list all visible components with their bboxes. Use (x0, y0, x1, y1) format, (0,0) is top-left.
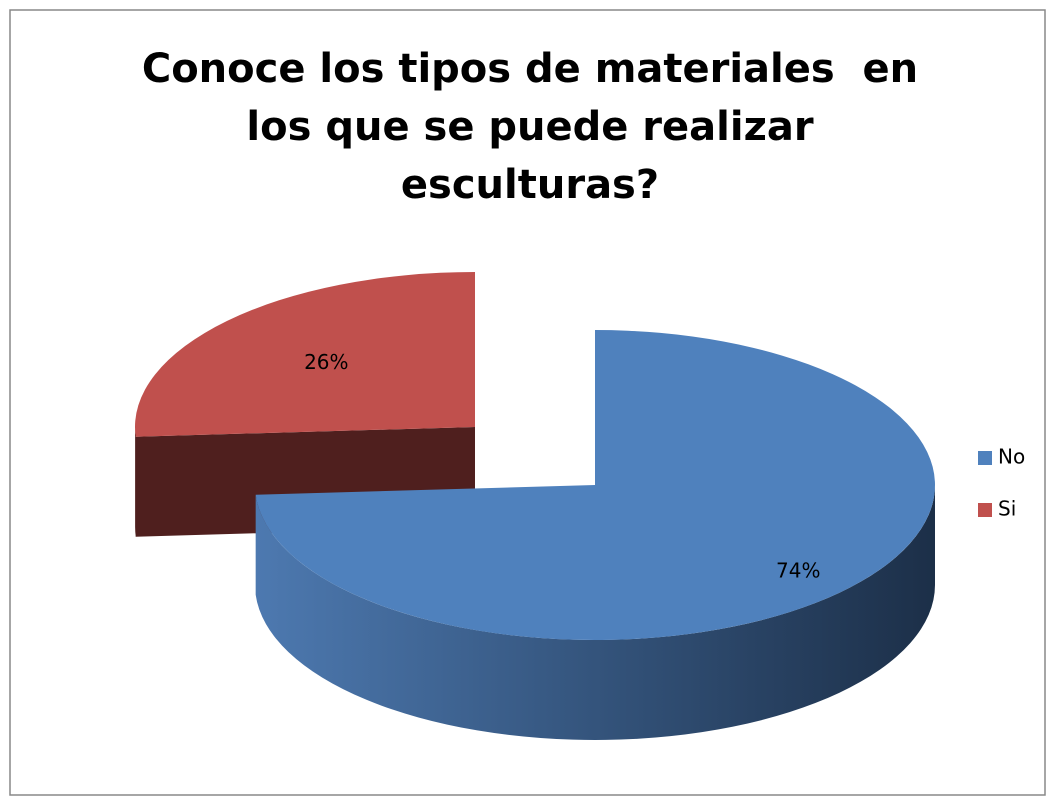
legend-label: No (998, 445, 1025, 469)
slice (134, 272, 475, 437)
legend-label: Si (998, 497, 1016, 521)
slice (255, 330, 935, 640)
data-label: 26% (304, 350, 348, 374)
legend-swatch (978, 503, 992, 517)
slice-side (135, 427, 136, 537)
slice-side (255, 485, 936, 740)
legend-swatch (978, 451, 992, 465)
chart-title: Conoce los tipos de materiales en los qu… (141, 46, 933, 208)
data-label: 74% (776, 559, 820, 583)
